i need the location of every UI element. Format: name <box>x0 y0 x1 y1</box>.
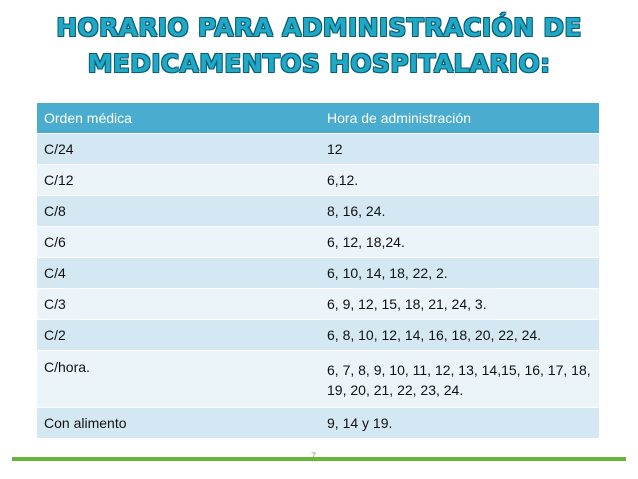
orden-cell: C/8 <box>37 195 321 227</box>
footer-divider <box>12 457 626 461</box>
table-row: C/8 8, 16, 24. <box>37 195 599 227</box>
title-line-2: MEDICAMENTOS HOSPITALARIO: <box>87 49 551 78</box>
orden-cell: C/2 <box>37 319 321 351</box>
table-row: C/2 6, 8, 10, 12, 14, 16, 18, 20, 22, 24… <box>37 319 599 351</box>
page-number: 7 <box>311 451 317 461</box>
table-row: C/6 6, 12, 18,24. <box>37 226 599 258</box>
hora-cell: 6, 8, 10, 12, 14, 16, 18, 20, 22, 24. <box>320 319 599 351</box>
orden-cell: C/24 <box>37 133 321 165</box>
orden-cell: C/3 <box>37 288 321 320</box>
hora-cell: 9, 14 y 19. <box>320 407 599 439</box>
title-line-1: HORARIO PARA ADMINISTRACIÓN DE <box>56 13 582 42</box>
hora-cell: 8, 16, 24. <box>320 195 599 227</box>
table-row: Con alimento 9, 14 y 19. <box>37 407 599 439</box>
hora-cell: 6,12. <box>320 164 599 196</box>
header-orden-medica: Orden médica <box>37 103 321 134</box>
slide-title: HORARIO PARA ADMINISTRACIÓN DE MEDICAMEN… <box>0 10 638 82</box>
hora-cell: 12 <box>320 133 599 165</box>
table-row: C/4 6, 10, 14, 18, 22, 2. <box>37 257 599 289</box>
table-row: C/24 12 <box>37 133 599 165</box>
header-hora-administracion: Hora de administración <box>320 103 599 134</box>
table-row: C/hora. 6, 7, 8, 9, 10, 11, 12, 13, 14,1… <box>37 350 599 408</box>
orden-cell: C/12 <box>37 164 321 196</box>
table-row: C/12 6,12. <box>37 164 599 196</box>
orden-cell: C/hora. <box>37 350 321 408</box>
schedule-table: Orden médica Hora de administración C/24… <box>37 103 599 439</box>
hora-cell: 6, 10, 14, 18, 22, 2. <box>320 257 599 289</box>
table-row: C/3 6, 9, 12, 15, 18, 21, 24, 3. <box>37 288 599 320</box>
hora-cell: 6, 12, 18,24. <box>320 226 599 258</box>
orden-cell: C/6 <box>37 226 321 258</box>
orden-cell: Con alimento <box>37 407 321 439</box>
orden-cell: C/4 <box>37 257 321 289</box>
hora-cell: 6, 7, 8, 9, 10, 11, 12, 13, 14,15, 16, 1… <box>320 350 599 408</box>
table-header-row: Orden médica Hora de administración <box>37 103 599 134</box>
hora-cell: 6, 9, 12, 15, 18, 21, 24, 3. <box>320 288 599 320</box>
